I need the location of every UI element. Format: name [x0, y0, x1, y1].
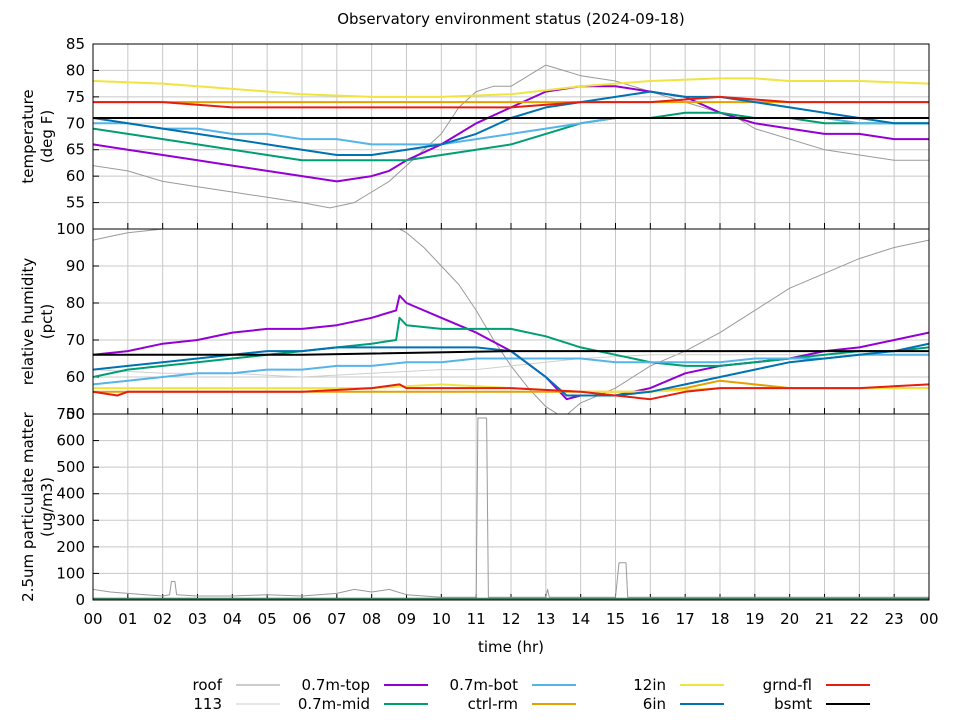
legend-label: 113	[193, 695, 222, 713]
x-tick-label: 21	[815, 610, 834, 628]
series-group	[93, 64, 929, 209]
y-axis-label: (pct)	[38, 304, 56, 339]
x-tick-label: 10	[432, 610, 451, 628]
legend-label: 6in	[643, 695, 666, 713]
y-tick-label: 60	[66, 368, 85, 386]
y-tick-label: 700	[56, 405, 85, 423]
x-tick-label: 23	[885, 610, 904, 628]
legend-label: ctrl-rm	[468, 695, 518, 713]
series-line-roof	[93, 64, 929, 209]
series-line-grnd-fl	[93, 383, 929, 401]
series-line-0.7m-mid	[93, 316, 929, 378]
x-tick-label: 01	[118, 610, 137, 628]
legend-item-0.7m-mid: 0.7m-mid	[298, 695, 428, 713]
y-tick-label: 70	[66, 331, 85, 349]
y-tick-label: 75	[66, 88, 85, 106]
y-tick-label: 65	[66, 141, 85, 159]
panel-2: 0 100 200 300 400 500 600 700 2.5um particulate …	[19, 405, 930, 609]
series-line-12in	[93, 77, 929, 98]
y-tick-label: 100	[56, 564, 85, 582]
legend-item-12in: 12in	[633, 676, 724, 694]
legend-item-roof: roof	[193, 676, 280, 694]
x-tick-label: 05	[258, 610, 277, 628]
x-tick-label: 00	[83, 610, 102, 628]
x-tick-label: 15	[606, 610, 625, 628]
panel-1: 50 60 70 80 90 100 relative humidity (pct)	[19, 220, 930, 423]
legend-item-grnd-fl: grnd-fl	[763, 676, 870, 694]
x-tick-label: 07	[327, 610, 346, 628]
panels: 55 60 65 70 75 80 85 temperature (deg F) 50 60 70 80…	[19, 35, 930, 609]
legend-label: bsmt	[774, 695, 812, 713]
legend-label: 0.7m-top	[302, 676, 370, 694]
x-tick-label: 06	[292, 610, 311, 628]
y-tick-label: 400	[56, 485, 85, 503]
x-tick-label: 13	[536, 610, 555, 628]
y-tick-label: 85	[66, 35, 85, 53]
x-tick-label: 17	[676, 610, 695, 628]
y-axis-label: temperature	[19, 89, 37, 183]
y-axis-label: 2.5um particulate matter	[19, 411, 37, 601]
series-line-roof	[93, 417, 929, 598]
x-tick-label: 11	[467, 610, 486, 628]
y-axis-label: (deg F)	[38, 110, 56, 163]
legend-label: roof	[193, 676, 223, 694]
legend-item-bsmt: bsmt	[774, 695, 870, 713]
x-tick-label: 18	[710, 610, 729, 628]
panel-frame	[92, 413, 930, 601]
chart-title: Observatory environment status (2024-09-…	[337, 10, 685, 28]
x-axis-label: time (hr)	[478, 638, 544, 656]
y-tick-label: 200	[56, 538, 85, 556]
x-tick-label: 08	[362, 610, 381, 628]
legend-item-113: 113	[193, 695, 280, 713]
series-line-113	[93, 354, 929, 378]
y-tick-label: 0	[75, 591, 85, 609]
y-tick-label: 50	[66, 405, 85, 423]
legend-label: grnd-fl	[763, 676, 812, 694]
series-line-grnd-fl	[93, 95, 929, 109]
legend-item-6in: 6in	[643, 695, 724, 713]
panel-0: 55 60 65 70 75 80 85 temperature (deg F)	[19, 35, 930, 230]
x-tick-label: 14	[571, 610, 590, 628]
x-tick-label: 00	[919, 610, 938, 628]
series-group	[93, 417, 929, 600]
y-axis-label: relative humidity	[19, 258, 37, 386]
x-tick-label: 16	[641, 610, 660, 628]
x-tick-label: 09	[397, 610, 416, 628]
legend-item-0.7m-top: 0.7m-top	[302, 676, 428, 694]
y-tick-label: 80	[66, 61, 85, 79]
y-tick-label: 55	[66, 194, 85, 212]
y-tick-label: 100	[56, 220, 85, 238]
y-tick-label: 500	[56, 458, 85, 476]
y-tick-label: 70	[66, 114, 85, 132]
x-tick-label: 03	[188, 610, 207, 628]
series-group	[93, 229, 929, 414]
series-line-bsmt	[93, 350, 929, 356]
series-line-0.7m-top	[93, 85, 929, 183]
x-tick-label: 04	[223, 610, 242, 628]
y-tick-label: 600	[56, 432, 85, 450]
x-tick-label: 12	[501, 610, 520, 628]
x-tick-label: 02	[153, 610, 172, 628]
legend-item-ctrl-rm: ctrl-rm	[468, 695, 576, 713]
y-axis-label: (ug/m3)	[38, 477, 56, 537]
x-tick-label: 19	[745, 610, 764, 628]
y-tick-label: 80	[66, 294, 85, 312]
y-tick-label: 60	[66, 167, 85, 185]
x-tick-labels: 00 01 02 03 04 05 06 07 08 09 10 11 12 13 14 15 16 17 18 19…	[83, 610, 938, 628]
legend-label: 12in	[633, 676, 666, 694]
series-line-0.7m-bot	[93, 353, 929, 386]
y-tick-label: 300	[56, 511, 85, 529]
y-tick-label: 90	[66, 257, 85, 275]
legend-label: 0.7m-bot	[450, 676, 519, 694]
series-line-roof	[93, 229, 929, 414]
x-tick-label: 20	[780, 610, 799, 628]
legend-label: 0.7m-mid	[298, 695, 370, 713]
legend-item-0.7m-bot: 0.7m-bot	[450, 676, 576, 694]
x-tick-label: 22	[850, 610, 869, 628]
